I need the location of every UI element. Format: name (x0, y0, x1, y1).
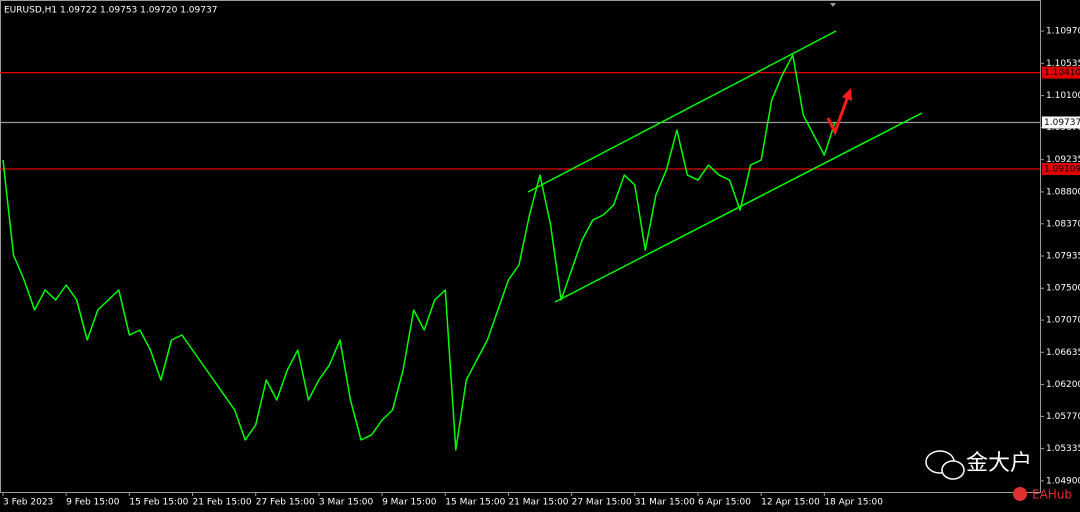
x-tick-label: 9 Mar 15:00 (382, 498, 437, 508)
y-tick-label: 1.10970 (1046, 27, 1080, 37)
x-tick-label: 31 Mar 15:00 (635, 498, 695, 508)
source-text: EAHub (1032, 488, 1072, 502)
price-level-box (1042, 66, 1080, 79)
y-tick-label: 1.07070 (1046, 316, 1080, 326)
y-tick-label: 1.06635 (1046, 348, 1080, 358)
x-tick-label: 3 Mar 15:00 (319, 498, 374, 508)
y-tick-label: 1.10100 (1046, 91, 1080, 101)
y-tick-label: 1.09235 (1046, 155, 1080, 165)
source-icon (1013, 487, 1027, 501)
y-tick-label: 1.08370 (1046, 219, 1080, 229)
x-tick-label: 9 Feb 15:00 (66, 498, 120, 508)
channel-lower (554, 112, 923, 303)
x-tick-label: 15 Feb 15:00 (129, 498, 188, 508)
price-level-box (1042, 163, 1080, 176)
channel-upper (527, 30, 837, 193)
y-tick-label: 1.08800 (1046, 187, 1080, 197)
y-tick-label: 1.07500 (1046, 284, 1080, 294)
plot-area (0, 54, 1040, 451)
watermark-text: 金大户 (966, 451, 1032, 476)
x-tick-label: 27 Feb 15:00 (256, 498, 315, 508)
arrow-head (842, 88, 852, 101)
y-tick-label: 1.06200 (1046, 380, 1080, 390)
y-tick-label: 1.04900 (1046, 476, 1080, 486)
y-tick-label: 1.05770 (1046, 412, 1080, 422)
x-tick-label: 27 Mar 15:00 (572, 498, 632, 508)
watermark: 金大户 EAHub (925, 450, 1072, 502)
price-level-label: 1.09109 (1044, 165, 1080, 175)
price-level-label: 1.09737 (1044, 118, 1080, 128)
x-tick-label: 21 Mar 15:00 (508, 498, 568, 508)
x-tick-label: 15 Mar 15:00 (445, 498, 505, 508)
price-level-box (1042, 116, 1080, 129)
x-tick-label: 18 Apr 15:00 (824, 498, 883, 508)
price-line (2, 54, 836, 451)
plot-frame (0, 0, 1041, 493)
x-tick-label: 12 Apr 15:00 (761, 498, 820, 508)
price-level-label: 1.10410 (1044, 68, 1080, 78)
x-tick-label: 21 Feb 15:00 (193, 498, 252, 508)
y-tick-label: 1.10535 (1046, 59, 1080, 69)
chart-header: EURUSD,H1 1.09722 1.09753 1.09720 1.0973… (4, 6, 217, 16)
y-tick-label: 1.07935 (1046, 252, 1080, 262)
x-tick-label: 3 Feb 2023 (3, 498, 53, 508)
shift-marker (830, 3, 836, 7)
y-tick-label: 1.05335 (1046, 444, 1080, 454)
forecast-arrow (826, 95, 850, 136)
wechat-icon (941, 460, 965, 480)
x-tick-label: 6 Apr 15:00 (698, 498, 751, 508)
